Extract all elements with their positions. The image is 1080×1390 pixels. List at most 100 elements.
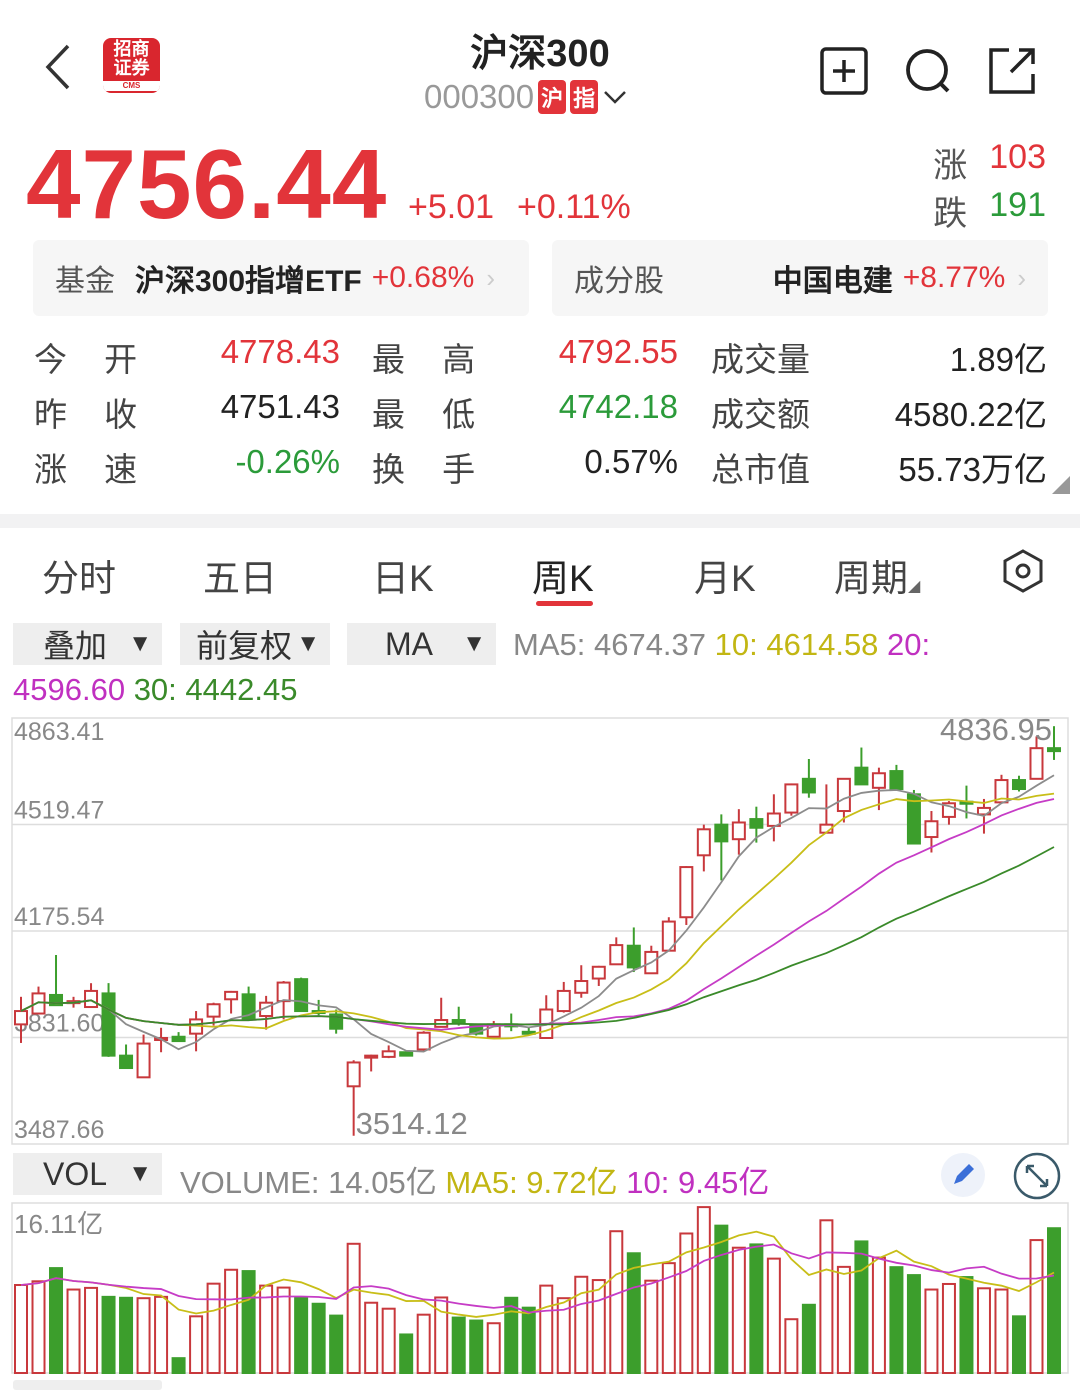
candle-body (101, 992, 116, 1057)
volume-bar (346, 1242, 361, 1375)
volume-bar (871, 1256, 886, 1374)
volume-bar (574, 1275, 589, 1374)
tab-label: 日K (372, 558, 434, 599)
volume-bar (1029, 1239, 1044, 1374)
volume-bar (154, 1295, 169, 1374)
broker-logo: 招商证券 CMS (103, 38, 160, 93)
security-code-selector[interactable]: 000300 沪 指 (424, 78, 628, 116)
volume-bar (819, 1219, 834, 1375)
fullscreen-expand-icon[interactable] (1012, 1151, 1062, 1201)
volume-bar (84, 1286, 99, 1374)
high-price-label: 4836.95 (940, 712, 1052, 747)
chevron-right-icon: › (486, 262, 495, 293)
caret-down-icon: ▼ (296, 630, 320, 657)
candlestick-chart[interactable]: 4863.41 4519.47 4175.54 3831.60 3487.66 4836.… (0, 710, 1080, 1150)
ma20-line (20, 798, 1055, 1031)
back-icon[interactable] (40, 42, 80, 92)
tab-3[interactable]: 周K (532, 548, 594, 602)
stat-value: 1.89亿 (949, 341, 1047, 378)
constituent-card[interactable]: 成分股 中国电建 +8.77% › (552, 240, 1048, 316)
volume-bar (626, 1252, 641, 1375)
card-name: 沪深300指增ETF (135, 265, 362, 298)
stat-value: 4742.18 (558, 388, 678, 425)
volume-indicator-dropdown[interactable]: VOL ▼ (13, 1153, 162, 1195)
dropdown-label: 叠加 (43, 628, 108, 664)
candle-body (416, 1031, 431, 1051)
logo-text: 招商证券 (113, 39, 150, 78)
search-icon[interactable] (903, 46, 953, 96)
adjust-dropdown[interactable]: 前复权 ▼ (180, 623, 330, 665)
candle-body (626, 944, 641, 969)
y-tick-label: 3487.66 (14, 1116, 104, 1144)
corner-caret-icon: ◢ (908, 578, 921, 595)
ma10-value: 10: 4614.58 (714, 627, 879, 662)
volume-bar (119, 1296, 134, 1374)
volume-bar (889, 1266, 904, 1374)
settings-icon[interactable] (1001, 548, 1045, 594)
volume-bar (591, 1279, 606, 1374)
volume-bar (609, 1230, 624, 1375)
tab-0[interactable]: 分时 (42, 548, 116, 602)
stat-value: 0.57% (584, 443, 678, 480)
fund-card[interactable]: 基金 沪深300指增ETF +0.68% › (33, 240, 529, 316)
tab-5[interactable]: 周期◢ (834, 548, 920, 602)
ma30-value: 30: 4442.45 (133, 672, 298, 707)
stat-label: 成交量 (711, 341, 810, 378)
volume-bar (66, 1288, 81, 1374)
overlay-dropdown[interactable]: 叠加 ▼ (13, 623, 162, 665)
candle-body (364, 1054, 379, 1059)
tab-label: 五日 (203, 558, 277, 599)
up-count: 103 (989, 138, 1046, 176)
ma-legend-line2: 4596.60 30: 4442.45 (13, 672, 297, 708)
tab-4[interactable]: 月K (694, 548, 756, 602)
ma30-line (20, 846, 1055, 1026)
volume-bar (434, 1296, 449, 1374)
volume-bar (696, 1206, 711, 1374)
market-badge: 沪 (538, 80, 567, 114)
tab-2[interactable]: 日K (372, 548, 434, 602)
volume-bar (539, 1284, 554, 1374)
stat-value: 4792.55 (558, 333, 678, 370)
volume-bar (504, 1296, 519, 1374)
volume-bar (416, 1313, 431, 1374)
candle-body (31, 992, 46, 1015)
volume-bar (994, 1288, 1009, 1374)
expand-corner-icon[interactable] (1052, 476, 1070, 494)
volume-value: VOLUME: 14.05亿 (180, 1165, 437, 1200)
divider (0, 514, 1080, 528)
stat-value: -0.26% (235, 443, 340, 480)
next-indicator-dropdown[interactable] (13, 1380, 162, 1390)
candle-body (696, 828, 711, 857)
volume-bar (469, 1319, 484, 1375)
stat-value: 4751.43 (220, 388, 340, 425)
candle-body (84, 989, 99, 1009)
volume-chart[interactable]: 16.11亿 (0, 1195, 1080, 1380)
edit-pencil-icon[interactable] (940, 1152, 986, 1198)
card-value: +8.77% (902, 261, 1006, 294)
share-icon[interactable] (987, 46, 1037, 96)
volume-bar (959, 1276, 974, 1374)
candle-body (784, 783, 799, 814)
candle-body (591, 965, 606, 980)
volume-bar (714, 1224, 729, 1374)
candle-body (556, 989, 571, 1013)
page-title: 沪深300 (470, 33, 610, 75)
candle-body (871, 772, 886, 789)
dropdown-label: 前复权 (196, 628, 293, 664)
candle-body (14, 1010, 28, 1026)
y-tick-label: 4863.41 (14, 718, 104, 746)
candle-body (731, 821, 746, 841)
indicator-dropdown[interactable]: MA ▼ (347, 623, 496, 665)
volume-bar (784, 1318, 799, 1374)
vol-ma5-line (20, 1230, 1055, 1318)
volume-bar (644, 1279, 659, 1374)
volume-bar (854, 1240, 869, 1374)
ma-legend-line1: MA5: 4674.37 10: 4614.58 20: (513, 627, 930, 663)
volume-bar (661, 1262, 676, 1374)
tab-1[interactable]: 五日 (203, 548, 277, 602)
volume-bar (941, 1282, 956, 1374)
volume-bar (259, 1284, 274, 1374)
add-watchlist-icon[interactable] (819, 46, 869, 96)
candle-body (1047, 747, 1061, 753)
caret-down-icon: ▼ (128, 1160, 152, 1187)
